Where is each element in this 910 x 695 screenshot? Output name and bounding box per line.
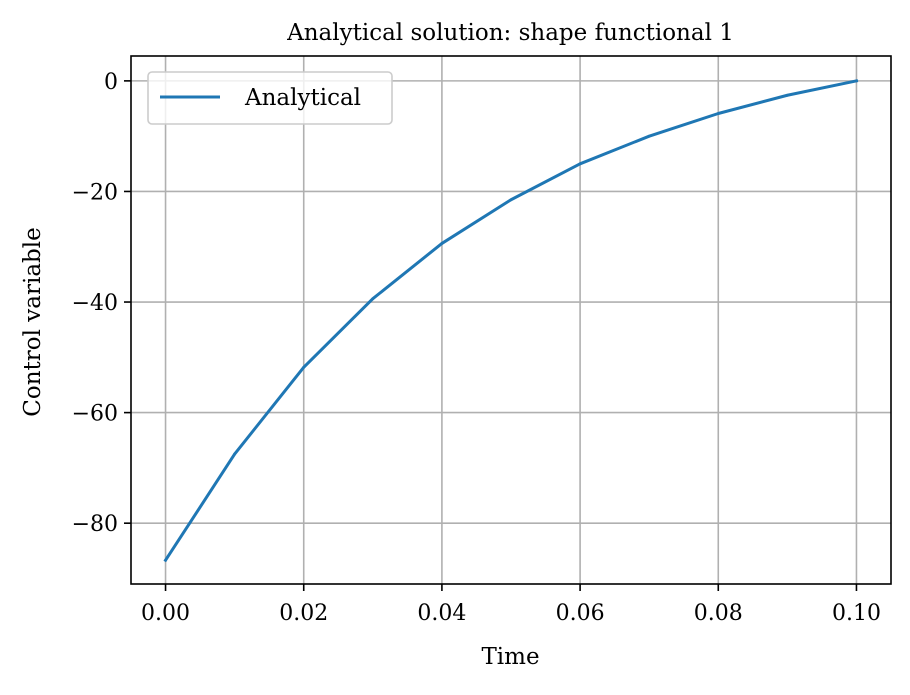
x-axis-label: Time [481,644,539,670]
chart-title: Analytical solution: shape functional 1 [286,20,734,46]
data-point [440,242,444,245]
y-tick-label: −80 [72,512,118,537]
x-tick-label: 0.06 [556,601,605,626]
y-tick-label: −20 [72,180,118,205]
y-axis-label: Control variable [20,227,46,416]
grid [131,56,891,584]
legend: Analytical [147,71,393,125]
data-point [578,162,582,166]
data-point [509,198,513,202]
data-point [302,365,306,369]
x-tick-label: 0.04 [417,601,466,626]
series-line-analytical [163,79,859,563]
x-tick-label: 0.02 [279,601,328,626]
series-layer [163,79,859,563]
data-point [785,93,789,97]
data-point [233,452,237,456]
data-point [371,297,375,301]
data-point [164,558,167,562]
y-tick-label: −60 [72,402,118,427]
data-point [647,134,651,138]
ticks: 0.00 0.02 0.04 0.06 0.08 0.10 0 −20 −40 −60 −80 [72,70,881,626]
legend-box [147,71,393,125]
legend-label: Analytical [244,85,361,111]
data-point [716,112,720,115]
x-tick-label: 0.00 [141,601,190,626]
x-tick-label: 0.08 [694,601,743,626]
data-point [855,79,858,83]
y-tick-label: 0 [104,70,118,95]
y-tick-label: −40 [72,291,118,316]
axes-frame [130,55,892,585]
x-tick-label: 0.10 [832,601,881,626]
